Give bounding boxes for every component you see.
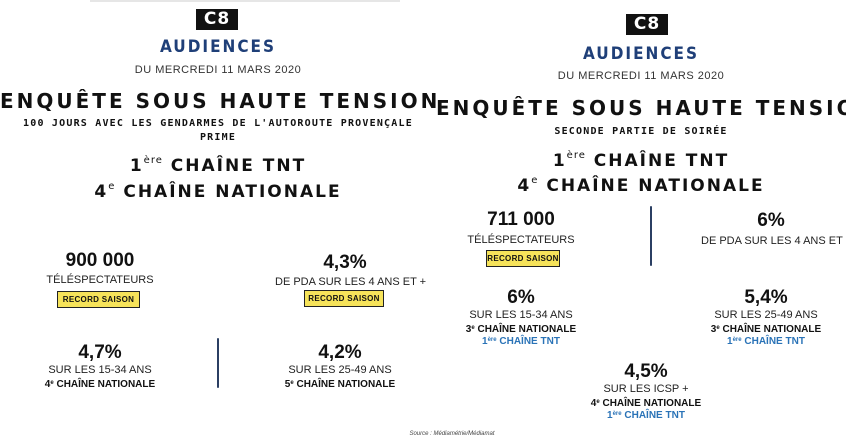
icsp-rank: 4e CHAÎNE NATIONALE <box>581 396 711 410</box>
icsp-value: 4,5% <box>624 361 668 382</box>
pda-value: 4,3% <box>323 252 367 273</box>
rank-suffix: e <box>50 380 54 386</box>
age-15-34-value: 6% <box>507 287 535 308</box>
record-season-badge: RECORD SAISON <box>486 250 560 267</box>
right-audience-card: C8 AUDIENCES DU MERCREDI 11 MARS 2020 EN… <box>436 0 846 448</box>
c8-logo: C8 <box>196 9 238 30</box>
rank-tnt: 1ère CHAÎNE TNT <box>0 155 436 176</box>
rank-tnt-text: CHAÎNE TNT <box>593 151 730 171</box>
rank-tnt-number: 1 <box>552 151 567 171</box>
program-title: ENQUÊTE SOUS HAUTE TENSION <box>0 89 441 113</box>
rank-suffix: e <box>596 399 600 405</box>
rank-number: 3 <box>710 324 717 335</box>
rank-number: 4 <box>590 398 597 409</box>
rank-number: 1 <box>607 410 613 421</box>
pda-value: 6% <box>757 210 785 231</box>
rank-suffix: ère <box>732 337 742 343</box>
age-15-34-label: SUR LES 15-34 ANS <box>48 364 152 376</box>
age-25-49-label: SUR LES 25-49 ANS <box>714 309 818 321</box>
age-25-49-rank: 5e CHAÎNE NATIONALE <box>270 377 410 391</box>
rank-text: CHAÎNE TNT <box>744 336 805 347</box>
rank-national-number: 4 <box>94 182 109 202</box>
rank-text: CHAÎNE NATIONALE <box>296 379 396 390</box>
record-season-badge: RECORD SAISON <box>57 291 140 308</box>
rank-number: 3 <box>465 324 472 335</box>
viewers-value: 711 000 <box>487 209 555 230</box>
left-audience-card: C8 AUDIENCES DU MERCREDI 11 MARS 2020 EN… <box>0 0 441 391</box>
rank-number: 1 <box>482 336 488 347</box>
rank-suffix: ère <box>612 411 622 417</box>
rank-text: CHAÎNE NATIONALE <box>56 379 156 390</box>
rank-suffix: e <box>471 325 475 331</box>
age-15-34-label: SUR LES 15-34 ANS <box>469 309 573 321</box>
rank-tnt-number: 1 <box>129 156 144 176</box>
rank-national-text: CHAÎNE NATIONALE <box>546 176 765 196</box>
age-25-49-label: SUR LES 25-49 ANS <box>288 364 392 376</box>
broadcast-date: DU MERCREDI 11 MARS 2020 <box>557 70 725 82</box>
program-subtitle: 100 JOURS AVEC LES GENDARMES DE L'AUTORO… <box>23 118 413 129</box>
source-note: Source : Médiamétrie/Médiamat <box>409 431 495 437</box>
program-title: ENQUÊTE SOUS HAUTE TENSION <box>436 96 846 120</box>
rank-suffix: e <box>290 380 294 386</box>
rank-national-text: CHAÎNE NATIONALE <box>123 182 342 202</box>
pda-label: DE PDA SUR LES 4 ANS ET + <box>275 276 427 288</box>
rank-tnt-suffix: ère <box>143 155 163 166</box>
age-25-49-tnt-rank: 1ère CHAÎNE TNT <box>696 334 836 348</box>
rank-number: 5 <box>284 379 291 390</box>
viewers-label: TÉLÉSPECTATEURS <box>46 274 154 286</box>
audiences-heading: AUDIENCES <box>159 37 277 57</box>
age-15-34-value: 4,7% <box>78 342 122 363</box>
record-season-badge: RECORD SAISON <box>304 290 384 307</box>
icsp-label: SUR LES ICSP + <box>603 383 689 395</box>
viewers-value: 900 000 <box>65 250 135 271</box>
rank-national: 4e CHAÎNE NATIONALE <box>0 181 436 202</box>
rank-tnt: 1ère CHAÎNE TNT <box>436 150 846 171</box>
rank-text: CHAÎNE TNT <box>624 410 685 421</box>
program-subtitle: SECONDE PARTIE DE SOIRÉE <box>554 126 728 137</box>
top-border <box>90 0 400 2</box>
program-slot: PRIME <box>199 132 237 143</box>
rank-national-suffix: e <box>108 181 116 192</box>
rank-national-number: 4 <box>517 176 532 196</box>
rank-number: 4 <box>44 379 51 390</box>
rank-tnt-text: CHAÎNE TNT <box>170 156 307 176</box>
age-25-49-rank: 3e CHAÎNE NATIONALE <box>696 322 836 336</box>
viewers-label: TÉLÉSPECTATEURS <box>467 234 575 246</box>
rank-text: CHAÎNE NATIONALE <box>602 398 702 409</box>
rank-text: CHAÎNE TNT <box>499 336 560 347</box>
icsp-tnt-rank: 1ère CHAÎNE TNT <box>581 408 711 422</box>
audiences-heading: AUDIENCES <box>582 44 700 64</box>
rank-text: CHAÎNE NATIONALE <box>722 324 822 335</box>
rank-national: 4e CHAÎNE NATIONALE <box>436 175 846 196</box>
rank-suffix: e <box>716 325 720 331</box>
c8-logo: C8 <box>626 14 668 35</box>
broadcast-date: DU MERCREDI 11 MARS 2020 <box>134 64 302 76</box>
age-25-49-value: 5,4% <box>744 287 788 308</box>
rank-suffix: ère <box>487 337 497 343</box>
rank-national-suffix: e <box>531 175 539 186</box>
stats-divider <box>217 338 219 388</box>
age-15-34-rank: 4e CHAÎNE NATIONALE <box>30 377 170 391</box>
age-15-34-rank: 3e CHAÎNE NATIONALE <box>456 322 586 336</box>
rank-text: CHAÎNE NATIONALE <box>477 324 577 335</box>
pda-label: DE PDA SUR LES 4 ANS ET + <box>701 235 846 247</box>
age-25-49-value: 4,2% <box>318 342 362 363</box>
stats-divider <box>650 206 652 266</box>
age-15-34-tnt-rank: 1ère CHAÎNE TNT <box>456 334 586 348</box>
rank-number: 1 <box>727 336 733 347</box>
rank-tnt-suffix: ère <box>566 150 586 161</box>
